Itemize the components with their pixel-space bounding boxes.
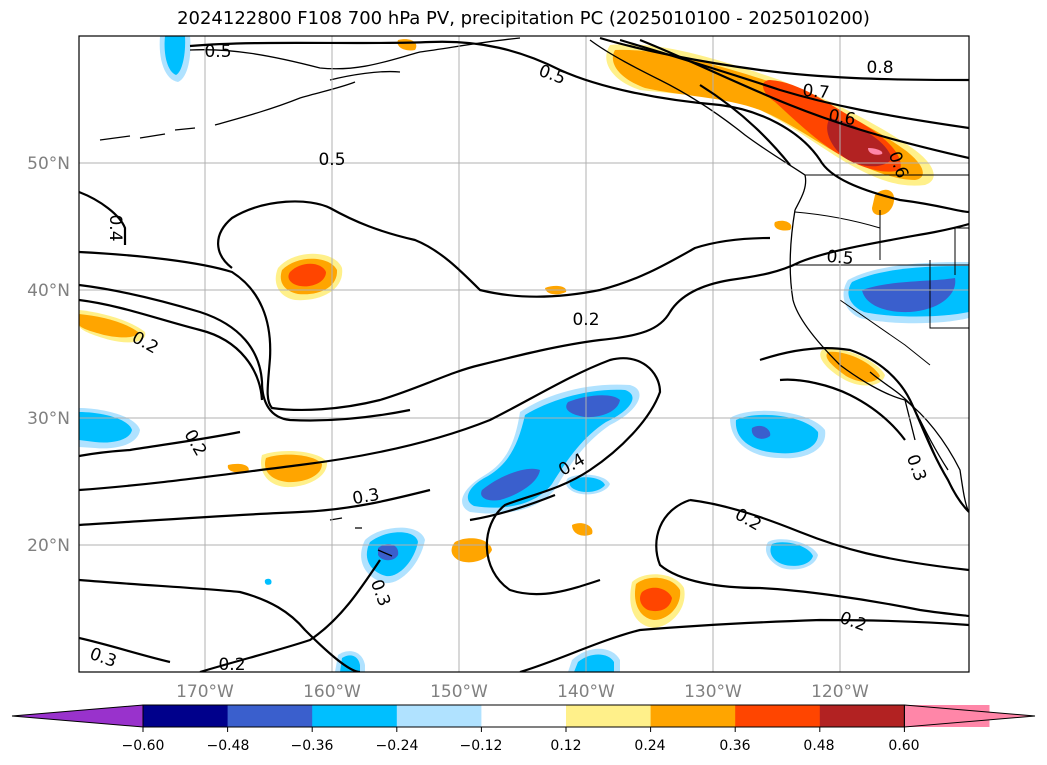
coastlines [99, 37, 969, 557]
colorbar-segment [735, 705, 821, 727]
colorbar [11, 704, 1036, 732]
lon-label: 120°W [811, 682, 869, 702]
contour-label: 0.2 [837, 608, 869, 636]
colorbar-tick: 0.12 [550, 738, 581, 754]
shading-layer [79, 36, 969, 672]
colorbar-segment [566, 705, 652, 727]
colorbar-segment [227, 705, 313, 727]
colorbar-segment [143, 705, 229, 727]
contour-label: 0.2 [180, 426, 211, 459]
map-frame [78, 35, 970, 673]
colorbar-tick: 0.36 [719, 738, 750, 754]
colorbar-segment [650, 705, 736, 727]
contour-label: 0.3 [902, 452, 930, 484]
lat-label: 50°N [27, 154, 70, 174]
lon-label: 160°W [303, 682, 361, 702]
colorbar-tick: −0.60 [122, 738, 165, 754]
contour-label: 0.8 [866, 58, 893, 78]
contour-label: 0.5 [204, 42, 231, 62]
colorbar-tick: −0.24 [376, 738, 419, 754]
lon-label: 140°W [557, 682, 615, 702]
colorbar-segment [396, 705, 482, 727]
contour-label: 0.5 [536, 61, 568, 89]
colorbar-tick: −0.36 [291, 738, 334, 754]
colorbar-segment [819, 705, 905, 727]
precip-negative [79, 36, 969, 672]
lon-label: 130°W [684, 682, 742, 702]
plot-title: 2024122800 F108 700 hPa PV, precipitatio… [177, 8, 870, 29]
contour-label: 0.4 [105, 214, 125, 241]
colorbar-ticks: −0.60 −0.48 −0.36 −0.24 −0.12 0.12 0.24 … [122, 738, 920, 754]
colorbar-outline [142, 704, 905, 728]
gridlines [79, 36, 969, 672]
contour-label: 0.7 [802, 81, 831, 103]
colorbar-tick: −0.48 [207, 738, 250, 754]
borders [792, 174, 969, 366]
colorbar-tick: 0.48 [803, 738, 834, 754]
latitude-labels: 50°N 40°N 30°N 20°N [27, 154, 70, 556]
colorbar-extend-min [11, 704, 144, 728]
colorbar-tick: −0.12 [460, 738, 503, 754]
contour-label: 0.6 [827, 106, 857, 130]
longitude-labels: 170°W 160°W 150°W 140°W 130°W 120°W [176, 682, 869, 702]
lat-label: 30°N [27, 409, 70, 429]
pv-contours [79, 36, 969, 672]
colorbar-tick: 0.60 [888, 738, 919, 754]
contour-label: 0.2 [572, 310, 599, 330]
lon-label: 150°W [430, 682, 488, 702]
colorbar-segment [312, 705, 398, 727]
precip-positive [79, 39, 934, 628]
contour-label: 0.2 [218, 655, 245, 675]
lon-label: 170°W [176, 682, 234, 702]
colorbar-segment [481, 705, 567, 727]
contour-label: 0.5 [826, 247, 855, 269]
lat-label: 40°N [27, 281, 70, 301]
colorbar-tick: 0.24 [634, 738, 665, 754]
contour-label: 0.5 [318, 150, 345, 170]
lat-label: 20°N [27, 536, 70, 556]
contour-label: 0.3 [351, 485, 381, 509]
